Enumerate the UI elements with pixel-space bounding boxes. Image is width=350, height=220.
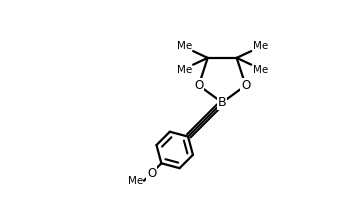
Text: O: O [241,79,250,92]
Text: Me: Me [176,65,192,75]
Text: O: O [194,79,203,92]
Text: Me: Me [176,41,192,51]
Text: B: B [218,96,226,109]
Text: Me: Me [128,176,143,187]
Text: Me: Me [253,65,268,75]
Text: Me: Me [253,41,268,51]
Text: O: O [147,167,156,180]
